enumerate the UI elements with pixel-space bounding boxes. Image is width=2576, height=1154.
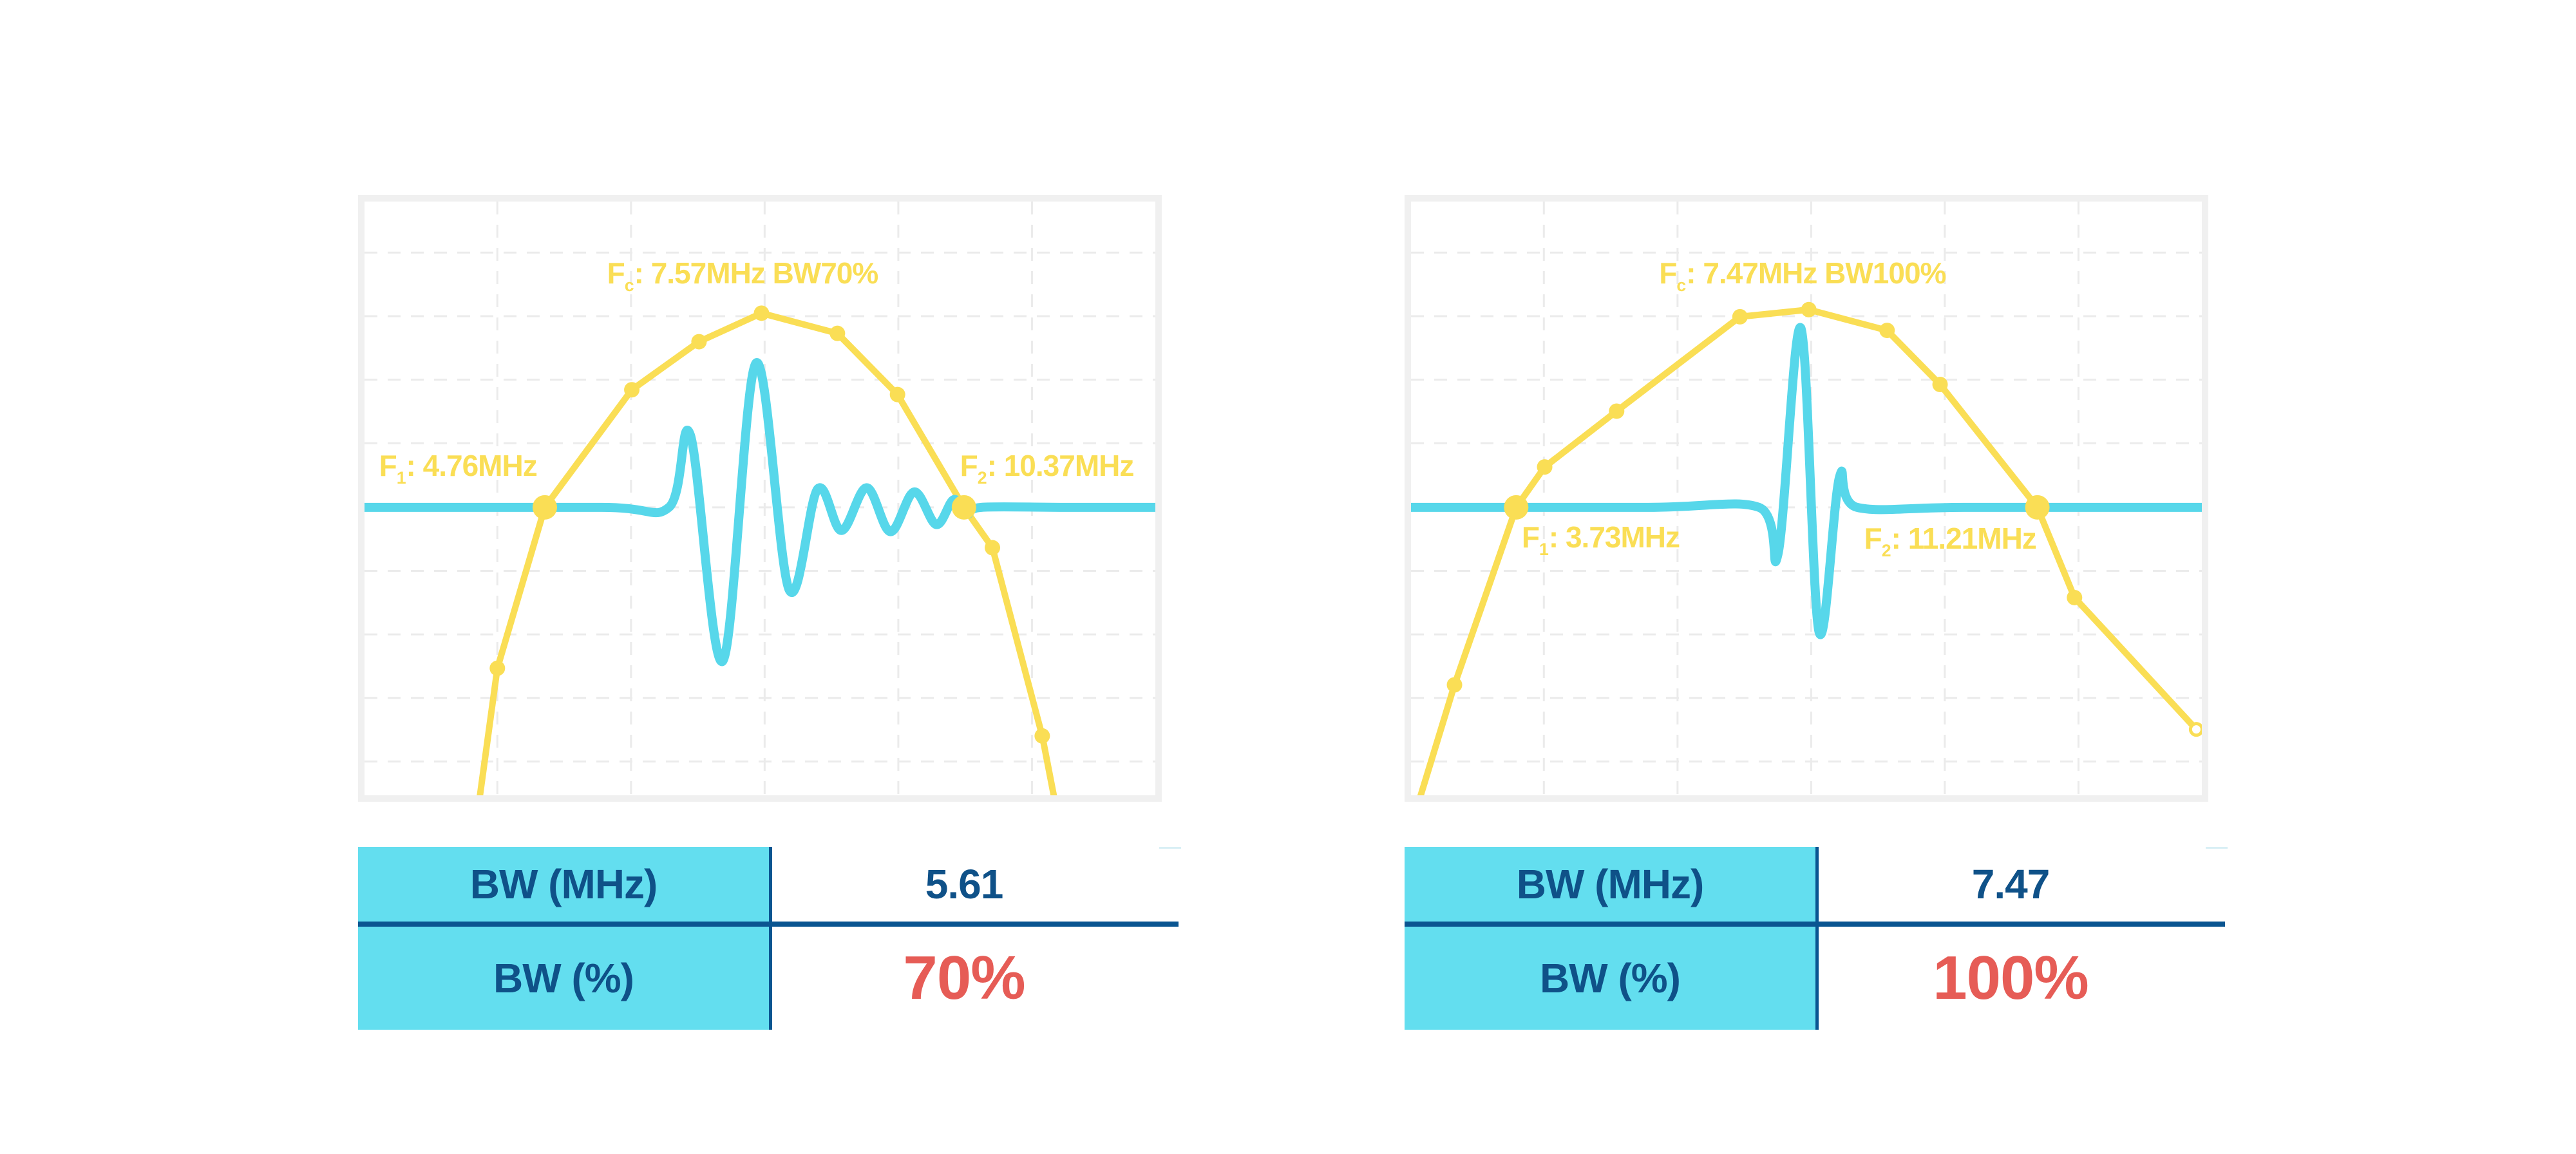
bw-pct-label-cell: BW (%) xyxy=(358,927,769,1030)
f1-annotation: F1: 3.73MHz xyxy=(1521,520,1680,559)
bw-mhz-value-cell: 5.61 xyxy=(769,847,1159,922)
spectrum-pulse-plot xyxy=(365,202,1155,795)
spectrum-pulse-plot xyxy=(1411,202,2202,795)
table-row: BW (MHz) 7.47 xyxy=(1405,847,2206,922)
bw-pct-value-cell: 100% xyxy=(1815,927,2206,1030)
fc-annotation: Fc: 7.47MHz BW100% xyxy=(1659,256,1946,296)
chart-bw70: Fc: 7.57MHz BW70% F1: 4.76MHz F2: 10.37M… xyxy=(358,195,1162,802)
table-row: BW (%) 100% xyxy=(1405,927,2206,1030)
bw-mhz-label-cell: BW (MHz) xyxy=(358,847,769,922)
f2-annotation: F2: 10.37MHz xyxy=(960,449,1135,488)
table-row: BW (%) 70% xyxy=(358,927,1159,1030)
table-divider-line xyxy=(1405,922,2225,927)
bw-mhz-value-cell: 7.47 xyxy=(1815,847,2206,922)
bw-pct-label-cell: BW (%) xyxy=(1405,927,1815,1030)
bw-mhz-label-cell: BW (MHz) xyxy=(1405,847,1815,922)
table-column-divider xyxy=(1815,847,1819,1030)
chart-bw100: Fc: 7.47MHz BW100% F1: 3.73MHz F2: 11.21… xyxy=(1405,195,2208,802)
table-column-divider xyxy=(769,847,772,1030)
bw-pct-value-cell: 70% xyxy=(769,927,1159,1030)
f2-annotation: F2: 11.21MHz xyxy=(1864,522,2037,561)
panel-bw70: Fc: 7.57MHz BW70% F1: 4.76MHz F2: 10.37M… xyxy=(358,0,1181,1154)
bw-table-bw100: BW (MHz) 7.47 BW (%) 100% xyxy=(1405,847,2228,1030)
table-row: BW (MHz) 5.61 xyxy=(358,847,1159,922)
table-divider-line xyxy=(358,922,1179,927)
f1-annotation: F1: 4.76MHz xyxy=(379,449,538,488)
bw-table-bw70: BW (MHz) 5.61 BW (%) 70% xyxy=(358,847,1181,1030)
panel-bw100: Fc: 7.47MHz BW100% F1: 3.73MHz F2: 11.21… xyxy=(1405,0,2228,1154)
fc-annotation: Fc: 7.57MHz BW70% xyxy=(607,256,879,296)
